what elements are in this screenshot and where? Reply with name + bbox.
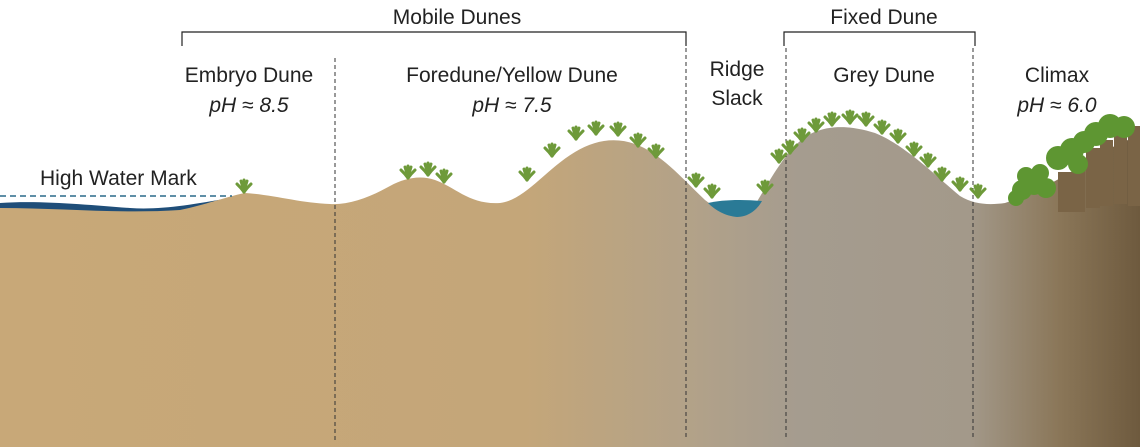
grass-tuft — [823, 111, 841, 127]
tree-foliage — [1008, 190, 1024, 206]
grass-tuft — [857, 111, 875, 127]
grass-tuft — [793, 127, 811, 143]
grass-tuft — [419, 161, 437, 177]
tree-foliage — [1113, 116, 1135, 138]
tree-foliage — [1017, 167, 1035, 185]
climax-trees — [1008, 114, 1140, 212]
tree-trunk — [1072, 168, 1085, 212]
fixed-dune-label: Fixed Dune — [830, 6, 938, 29]
tree-trunk — [1086, 148, 1100, 208]
zone-foredune-label: Foredune/Yellow Dune — [406, 64, 618, 87]
mobile-dunes-label: Mobile Dunes — [392, 6, 522, 29]
zone-embryo-dune-ph: pH ≈ 8.5 — [209, 94, 289, 117]
grass-tuft — [587, 120, 605, 136]
zone-dividers — [334, 48, 974, 440]
grass-tuft — [889, 128, 907, 144]
zone-foredune-ph: pH ≈ 7.5 — [472, 94, 552, 117]
grass-tuft — [703, 183, 721, 199]
grass-tuft — [841, 109, 859, 125]
grass-tuft — [781, 139, 799, 155]
grass-tuft — [756, 179, 774, 195]
tree-trunk — [1128, 126, 1140, 206]
grass-tuft — [905, 141, 923, 157]
grass-tuft — [687, 172, 705, 188]
tree-foliage — [1031, 164, 1049, 182]
grass-tuft — [951, 176, 969, 192]
tree-foliage — [1068, 154, 1088, 174]
zone-ridge-label: Ridge — [709, 58, 765, 81]
grass-tuft — [235, 178, 253, 194]
grass-tuft — [567, 125, 585, 141]
grass-tuft — [543, 142, 561, 158]
high-water-mark-label: High Water Mark — [40, 167, 197, 190]
fixed-dune-bracket — [783, 31, 976, 46]
zone-climax-label: Climax — [1024, 64, 1090, 87]
zone-grey-dune-label: Grey Dune — [833, 64, 935, 87]
zone-slack-label: Slack — [711, 87, 763, 110]
grass-tuft — [629, 132, 647, 148]
grass-tuft — [518, 166, 536, 182]
grass-tuft — [609, 121, 627, 137]
grass-tuft — [933, 166, 951, 182]
grass-tuft — [969, 183, 987, 199]
dune-profile-ground — [0, 127, 1140, 447]
tree-trunk — [1114, 130, 1127, 204]
grass-tuft — [873, 119, 891, 135]
zone-climax-ph: pH ≈ 6.0 — [1017, 94, 1097, 117]
grass-tuft — [435, 168, 453, 184]
slack-water — [708, 199, 762, 217]
tree-trunk — [1058, 172, 1072, 212]
tree-trunk — [1100, 140, 1113, 206]
mobile-dunes-bracket — [181, 31, 687, 46]
grass-tuft — [647, 143, 665, 159]
grass-tufts — [235, 109, 987, 199]
zone-embryo-dune-label: Embryo Dune — [184, 64, 314, 87]
grass-tuft — [919, 152, 937, 168]
tree-foliage — [1036, 178, 1056, 198]
grass-tuft — [807, 117, 825, 133]
grass-tuft — [399, 164, 417, 180]
grass-tuft — [770, 148, 788, 164]
